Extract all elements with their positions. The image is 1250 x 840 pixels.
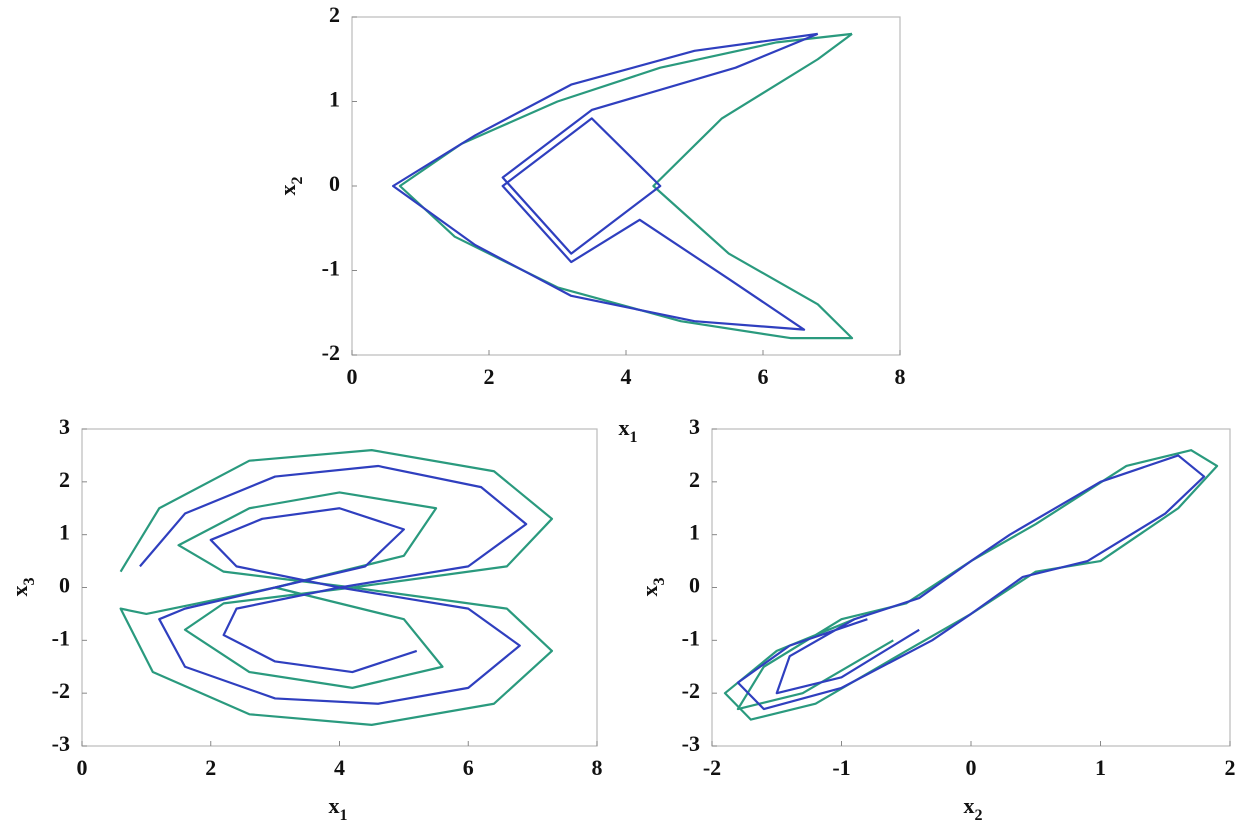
- x-tick-label: 0: [77, 755, 88, 780]
- x-tick-label: 4: [334, 755, 345, 780]
- x-tick-label: 6: [758, 364, 769, 389]
- y-tick-label: -3: [682, 731, 700, 756]
- x-tick-label: 1: [1095, 755, 1106, 780]
- x-tick-label: -1: [832, 755, 850, 780]
- x-tick-label: -2: [703, 755, 721, 780]
- ylabel-label: x2: [275, 177, 306, 196]
- ylabel-label-main: x: [637, 586, 662, 597]
- y-tick-label: -2: [322, 340, 340, 365]
- y-tick-label: -3: [52, 731, 70, 756]
- xlabel-label-main: x: [619, 415, 630, 440]
- trajectory: [723, 449, 1219, 721]
- ylabel-label-sub: 2: [289, 177, 306, 185]
- y-tick-label: 2: [59, 467, 70, 492]
- xlabel-label-sub: 2: [975, 807, 983, 824]
- xlabel-label: x1: [329, 793, 348, 824]
- y-tick-label: 0: [329, 171, 340, 196]
- xlabel-label: x2: [964, 793, 983, 824]
- y-tick-label: -1: [322, 256, 340, 281]
- ylabel-label: x3: [637, 578, 668, 597]
- ylabel-label-sub: 3: [651, 578, 668, 586]
- x-tick-label: 2: [484, 364, 495, 389]
- trajectory: [139, 464, 528, 705]
- ylabel-label-sub: 3: [21, 578, 38, 586]
- ylabel-label-main: x: [275, 185, 300, 196]
- x-tick-label: 8: [895, 364, 906, 389]
- xlabel-label-sub: 1: [630, 429, 638, 446]
- x-tick-label: 8: [592, 755, 603, 780]
- xlabel-label-sub: 1: [340, 807, 348, 824]
- x-tick-label: 6: [463, 755, 474, 780]
- y-tick-label: 2: [689, 467, 700, 492]
- y-tick-label: -1: [682, 625, 700, 650]
- xlabel-label-main: x: [329, 793, 340, 818]
- trajectory: [398, 32, 854, 340]
- ylabel-label-main: x: [7, 586, 32, 597]
- ylabel-label: x3: [7, 578, 38, 597]
- trajectory: [736, 454, 1206, 711]
- x-tick-label: 4: [621, 364, 632, 389]
- x-tick-label: 0: [347, 364, 358, 389]
- y-tick-label: -2: [682, 678, 700, 703]
- y-tick-label: 2: [329, 2, 340, 27]
- y-tick-label: -1: [52, 625, 70, 650]
- x-tick-label: 2: [205, 755, 216, 780]
- y-tick-label: 0: [689, 573, 700, 598]
- x-tick-label: 2: [1225, 755, 1236, 780]
- xlabel-label: x1: [619, 415, 638, 446]
- plot-frame: [711, 428, 1231, 747]
- y-tick-label: 1: [689, 520, 700, 545]
- y-tick-label: 1: [59, 520, 70, 545]
- xlabel-label-main: x: [964, 793, 975, 818]
- y-tick-label: 1: [329, 87, 340, 112]
- trajectory: [119, 449, 554, 726]
- y-tick-label: -2: [52, 678, 70, 703]
- y-tick-label: 0: [59, 573, 70, 598]
- trajectory: [392, 32, 819, 331]
- x-tick-label: 0: [966, 755, 977, 780]
- y-tick-label: 3: [689, 414, 700, 439]
- y-tick-label: 3: [59, 414, 70, 439]
